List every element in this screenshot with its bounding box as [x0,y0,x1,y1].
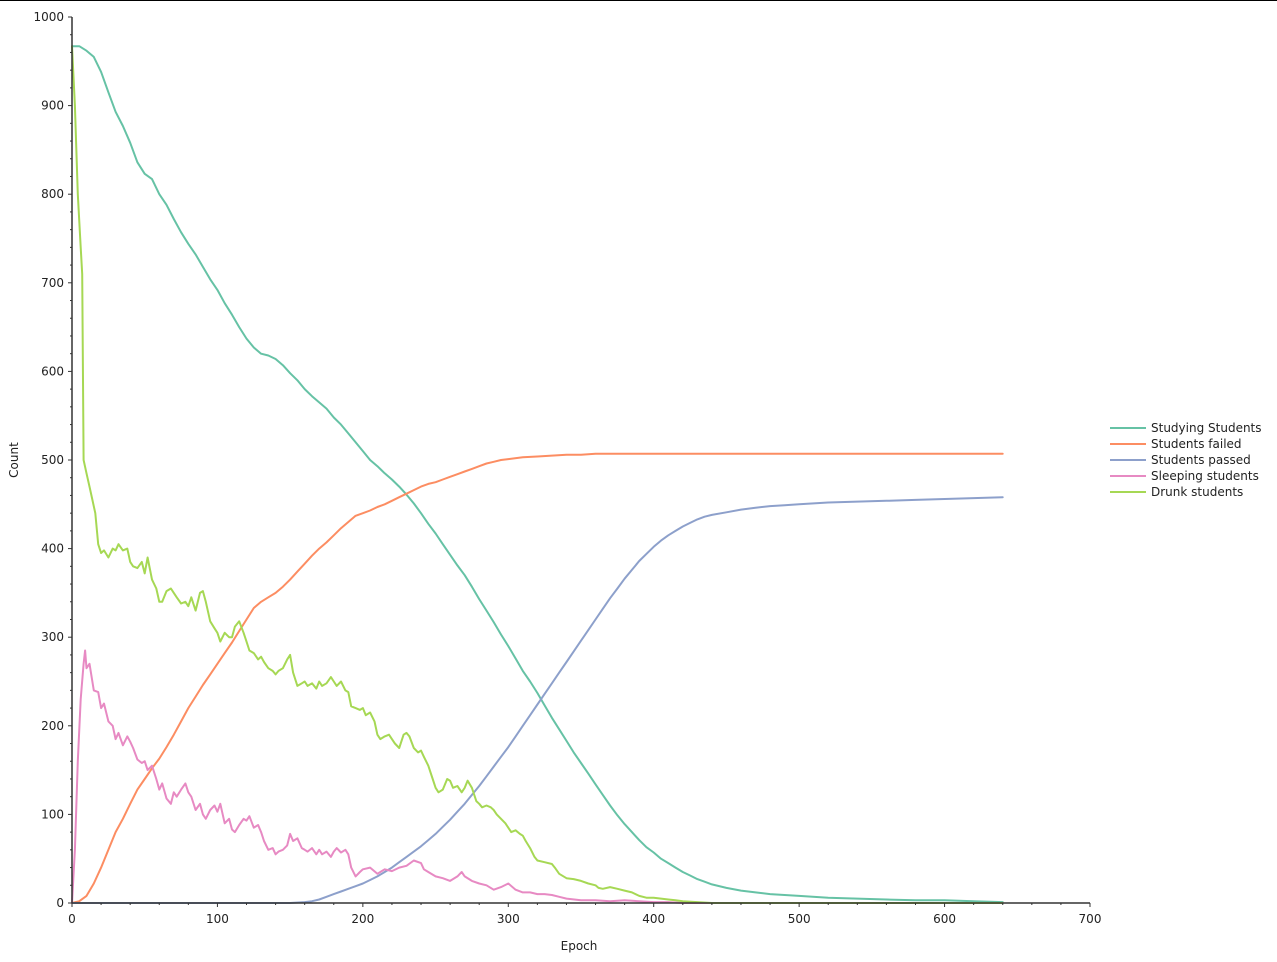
legend-label-1: Students failed [1151,437,1242,451]
x-tick-label: 700 [1079,912,1102,926]
axes: 0 100 200 300 400 500 600 700 800 900 1000 0 100 200 3… [33,10,1101,926]
x-tick-label: 100 [206,912,229,926]
y-tick-label: 600 [41,364,64,378]
y-tick-label: 900 [41,99,64,113]
legend-label-3: Sleeping students [1151,469,1259,483]
y-tick-label: 100 [41,807,64,821]
x-axis-title: Epoch [561,939,598,953]
y-axis-title: Count [7,442,21,478]
y-tick-label: 200 [41,719,64,733]
y-tick-label: 300 [41,630,64,644]
top-border-line [0,0,1277,1]
x-tick-label: 200 [351,912,374,926]
series-line-2 [71,496,1004,904]
y-tick-label: 0 [56,896,64,910]
y-tick-label: 1000 [33,10,64,24]
series-line-0 [71,45,1004,904]
x-tick-label: 300 [497,912,520,926]
legend: Studying Students Students failed Students… [1110,421,1262,499]
series-lines [71,45,1004,904]
y-tick-label: 400 [41,542,64,556]
legend-label-4: Drunk students [1151,485,1243,499]
series-line-4 [71,45,1004,904]
y-tick-label: 500 [41,453,64,467]
y-tick-label: 800 [41,187,64,201]
series-line-3 [71,649,1004,904]
series-line-1 [71,452,1004,904]
x-tick-label: 500 [788,912,811,926]
x-tick-label: 400 [642,912,665,926]
legend-label-2: Students passed [1151,453,1251,467]
x-tick-label: 0 [68,912,76,926]
x-tick-label: 600 [933,912,956,926]
legend-label-0: Studying Students [1151,421,1262,435]
y-tick-label: 700 [41,276,64,290]
